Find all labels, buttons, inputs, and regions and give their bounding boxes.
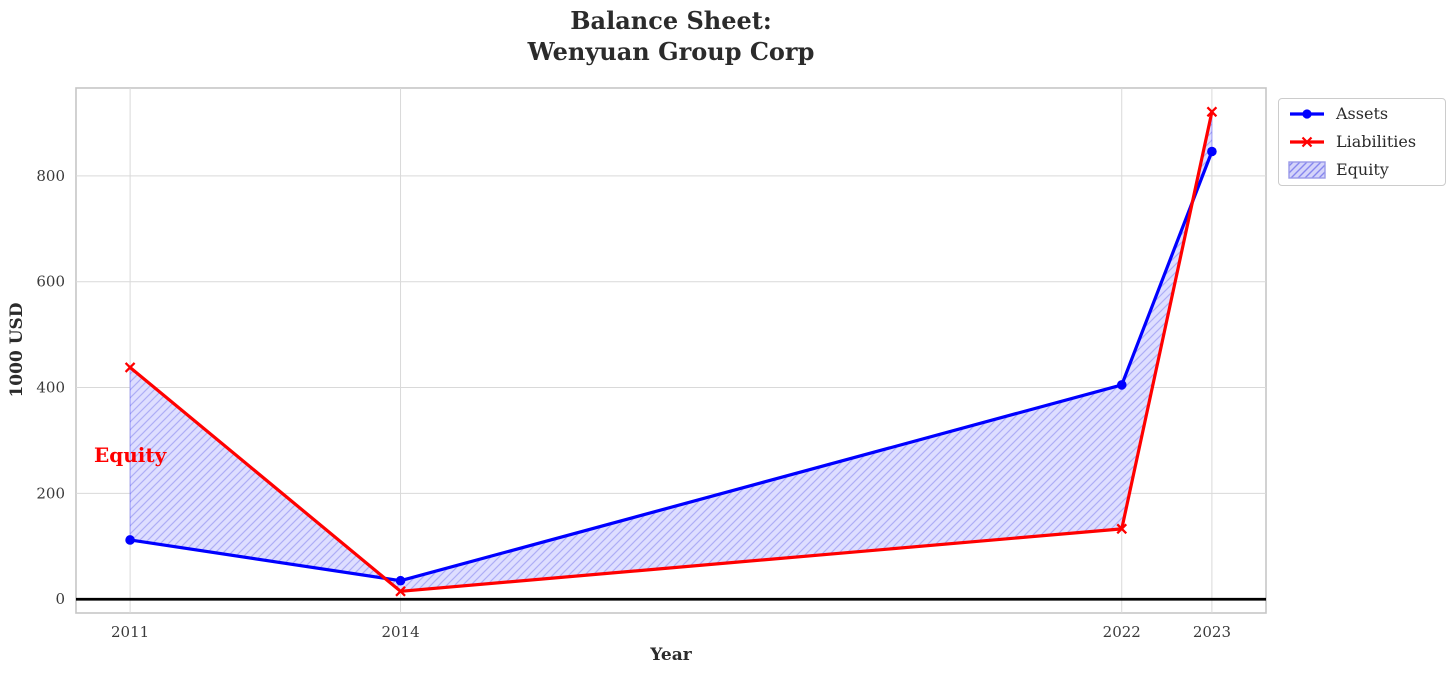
x-tick-labels: 2011 2014 2022 2023 — [111, 623, 1231, 641]
legend-item-liabilities: Liabilities — [1288, 128, 1436, 156]
liabilities-marker — [1116, 523, 1128, 535]
equity-annotation: Equity — [93, 442, 167, 467]
assets-line-sample-icon — [1290, 109, 1324, 119]
liabilities-series — [124, 106, 1218, 597]
equity-fill-hatch — [129, 111, 1213, 592]
assets-series — [125, 146, 1217, 586]
x-tick-label: 2011 — [111, 623, 149, 641]
liabilities-line — [128, 110, 1214, 593]
legend: Assets Liabilities Equity — [1278, 98, 1446, 186]
legend-label-equity: Equity — [1336, 160, 1389, 179]
liabilities-marker — [395, 585, 406, 597]
assets-marker — [1116, 380, 1127, 390]
legend-label-liabilities: Liabilities — [1336, 132, 1417, 151]
y-axis-label: 1000 USD — [7, 302, 27, 398]
assets-marker — [125, 535, 135, 545]
liabilities-line-sample-icon — [1290, 136, 1324, 148]
y-tick-labels: 0 200 400 600 800 — [36, 167, 65, 608]
y-tick-label: 600 — [36, 273, 65, 291]
chart-title-line2: Wenyuan Group Corp — [527, 37, 815, 66]
equity-patch-sample-icon — [1288, 161, 1326, 179]
assets-marker — [395, 575, 406, 586]
x-tick-label: 2014 — [381, 623, 419, 641]
y-tick-label: 0 — [55, 590, 65, 608]
x-axis-label: Year — [650, 645, 692, 665]
assets-line — [128, 149, 1214, 583]
liabilities-marker — [1206, 106, 1218, 118]
y-tick-label: 800 — [36, 167, 65, 185]
x-tick-label: 2022 — [1103, 623, 1141, 641]
legend-label-assets: Assets — [1336, 104, 1389, 123]
chart-title: Balance Sheet: Wenyuan Group Corp — [76, 5, 1266, 67]
legend-item-equity: Equity — [1288, 156, 1436, 184]
liabilities-marker — [124, 362, 136, 373]
chart-title-line1: Balance Sheet: — [570, 6, 772, 35]
legend-item-assets: Assets — [1288, 100, 1436, 128]
y-tick-label: 200 — [36, 484, 65, 502]
axes-frame — [75, 87, 1267, 614]
x-tick-label: 2023 — [1193, 623, 1231, 641]
y-tick-label: 400 — [36, 379, 65, 397]
assets-marker — [1207, 146, 1217, 157]
